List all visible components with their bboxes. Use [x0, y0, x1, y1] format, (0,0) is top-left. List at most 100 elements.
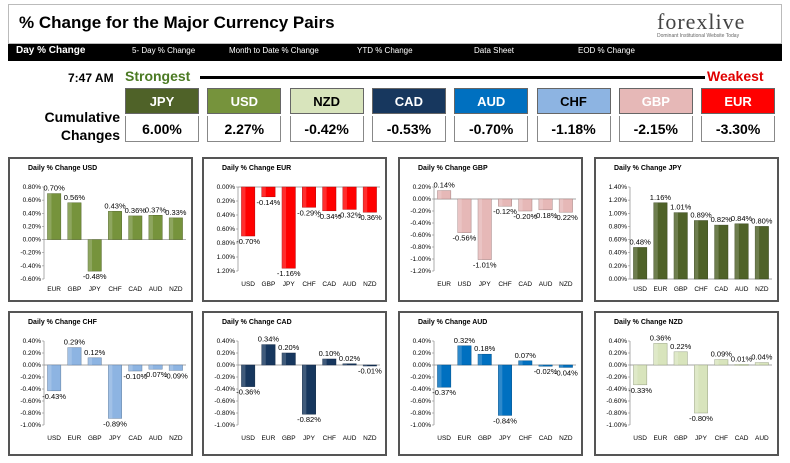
chart-panel-usd: Daily % Change USD 0.80% 0.60% 0.40% 0.20% 0… — [8, 157, 193, 302]
bar-highlight — [108, 211, 113, 240]
bar — [714, 359, 729, 366]
chart-panel-gbp: Daily % Change GBP 0.20% 0.00% -0.20% -0.40… — [398, 157, 583, 302]
y-tick-label: -1.00% — [410, 422, 431, 429]
bar-group — [558, 198, 573, 213]
bar — [457, 345, 472, 366]
page-title: % Change for the Major Currency Pairs — [19, 13, 335, 32]
bar-highlight — [363, 365, 368, 366]
bar — [558, 198, 573, 213]
weakest-label: Weakest — [707, 68, 764, 84]
category-label: JPY — [695, 435, 708, 442]
bar-group — [754, 226, 769, 280]
nav-eod-change[interactable]: EOD % Change — [578, 46, 635, 55]
bar — [261, 186, 276, 198]
y-tick-label: -1.00% — [20, 422, 41, 429]
data-label: -0.89% — [103, 419, 127, 428]
bar-highlight — [282, 187, 287, 269]
bar — [108, 211, 122, 240]
chart-panel-eur: Daily % Change EUR 0.00% 0.20% 0.40% 0.60% 0… — [202, 157, 387, 302]
chart-title: Daily % Change NZD — [614, 319, 683, 326]
data-label: -0.04% — [554, 368, 578, 377]
bar-group — [437, 190, 452, 200]
bar-highlight — [241, 365, 246, 387]
category-label: CHF — [519, 435, 532, 442]
y-tick-label: 1.00% — [217, 254, 236, 261]
data-label: -0.33% — [628, 386, 652, 395]
data-label: -1.01% — [473, 261, 497, 270]
category-label: AUD — [343, 281, 357, 288]
y-tick-label: 0.60% — [23, 197, 42, 204]
bar-highlight — [714, 225, 719, 279]
data-label: -0.43% — [42, 392, 66, 401]
category-label: CHF — [715, 435, 728, 442]
nav-day-change[interactable]: Day % Change — [16, 45, 86, 56]
chart-svg: 0.80% 0.60% 0.40% 0.20% 0.00% -0.20% -0.40% -0.… — [20, 184, 187, 293]
data-label: 0.34% — [258, 335, 280, 344]
bar-group — [322, 358, 337, 366]
chart-svg: 0.40% 0.20% 0.00% -0.20% -0.40% -0.60% -0.80% -… — [214, 335, 382, 442]
currency-code: USD — [207, 88, 282, 114]
data-label: -0.14% — [257, 198, 281, 207]
bar-highlight — [478, 199, 483, 260]
nav-bar: Day % Change 5- Day % Change Month to Da… — [8, 44, 782, 61]
category-label: NZD — [755, 286, 769, 293]
y-tick-label: -0.20% — [410, 208, 431, 215]
data-label: -0.36% — [358, 213, 382, 222]
data-label: -0.48% — [83, 272, 107, 281]
category-label: GBP — [262, 281, 276, 288]
currency-code: CHF — [536, 88, 611, 114]
bar-group — [47, 364, 62, 392]
bar-highlight — [302, 365, 307, 415]
bar-group — [47, 193, 62, 240]
data-label: -0.02% — [534, 367, 558, 376]
bar-highlight — [342, 187, 347, 210]
bar-group — [518, 198, 533, 212]
nav-data-sheet[interactable]: Data Sheet — [474, 46, 515, 55]
bar-group — [653, 343, 668, 366]
currency-change-value: -0.42% — [289, 116, 364, 142]
bar-group — [281, 352, 296, 366]
data-label: 0.33% — [165, 208, 187, 217]
y-tick-label: 0.80% — [609, 223, 628, 230]
bar-highlight — [457, 345, 462, 365]
category-label: EUR — [654, 435, 668, 442]
y-tick-label: 0.40% — [609, 338, 628, 345]
bar-group — [168, 364, 183, 371]
y-tick-label: -0.80% — [410, 410, 431, 417]
bar-group — [498, 364, 512, 416]
category-label: NZD — [559, 435, 573, 442]
bar — [633, 247, 648, 280]
data-label: -0.20% — [513, 212, 537, 221]
logo-text: forexlive — [657, 9, 746, 34]
y-tick-label: 1.00% — [609, 210, 628, 217]
bar-highlight — [108, 365, 113, 419]
currency-change-value: 2.27% — [207, 116, 282, 142]
bar-group — [734, 223, 749, 280]
nav-ytd-change[interactable]: YTD % Change — [357, 46, 413, 55]
nav-month-to-date[interactable]: Month to Date % Change — [229, 46, 319, 55]
bar-group — [673, 351, 688, 366]
bar-group — [362, 364, 377, 367]
category-label: CAD — [518, 281, 532, 288]
bar-group — [128, 364, 143, 372]
bar — [241, 364, 256, 387]
forexlive-logo[interactable]: forexlive Dominant Institutional Website… — [657, 9, 767, 41]
y-tick-label: 0.60% — [609, 237, 628, 244]
bar-highlight — [633, 365, 638, 385]
currency-cell-cad: CAD -0.53% — [371, 88, 446, 142]
bar-group — [477, 198, 492, 260]
bar-highlight — [478, 354, 483, 365]
currency-code: EUR — [701, 88, 776, 114]
y-tick-label: -0.60% — [20, 276, 41, 283]
y-tick-label: -0.20% — [606, 374, 627, 381]
currency-cell-jpy: JPY 6.00% — [125, 88, 199, 142]
bar — [498, 364, 512, 416]
category-label: GBP — [478, 435, 492, 442]
bar-group — [714, 359, 729, 366]
bar — [342, 186, 357, 210]
bar — [128, 364, 143, 372]
bar — [362, 364, 377, 367]
nav-5day-change[interactable]: 5- Day % Change — [132, 46, 196, 55]
bar-highlight — [755, 226, 760, 279]
